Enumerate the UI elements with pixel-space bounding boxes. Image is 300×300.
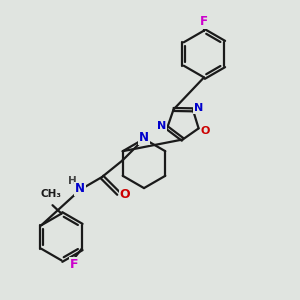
Text: O: O bbox=[120, 188, 130, 202]
Text: F: F bbox=[70, 258, 79, 271]
Text: F: F bbox=[200, 15, 208, 28]
Text: CH₃: CH₃ bbox=[40, 189, 61, 199]
Text: N: N bbox=[194, 103, 203, 113]
Text: O: O bbox=[200, 126, 210, 136]
Text: H: H bbox=[68, 176, 76, 186]
Text: N: N bbox=[139, 131, 149, 144]
Text: N: N bbox=[157, 121, 167, 131]
Text: N: N bbox=[75, 182, 85, 196]
